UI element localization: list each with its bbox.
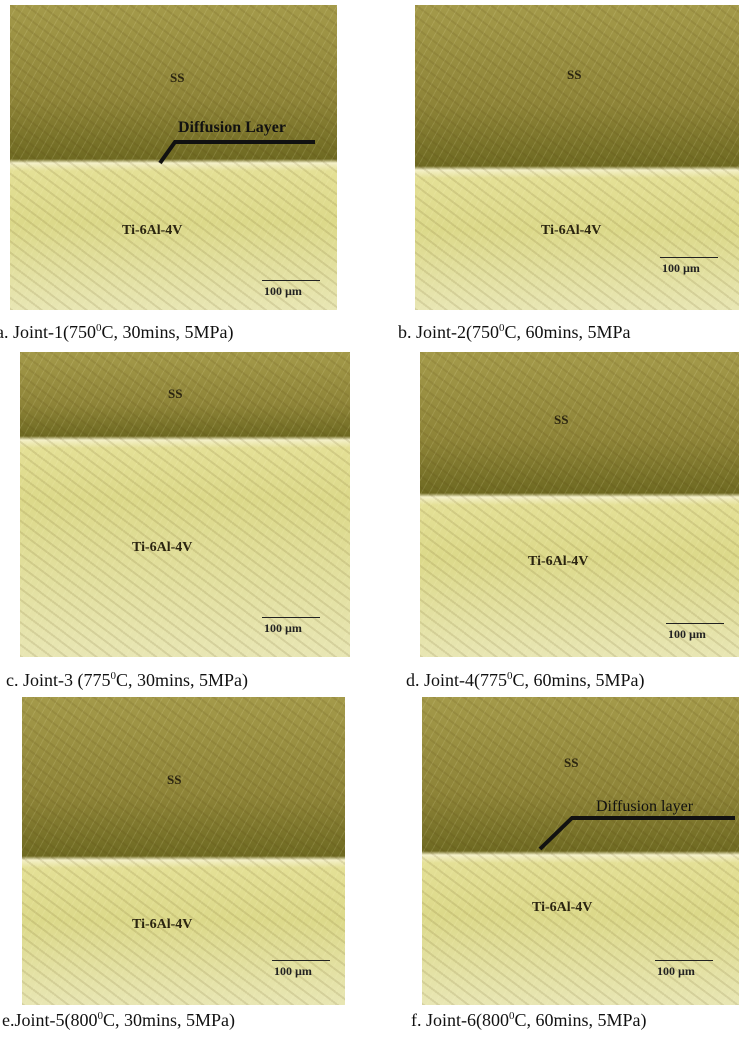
- scale-label: 100 µm: [274, 964, 312, 979]
- caption-text: C, 60mins, 5MPa): [513, 670, 645, 690]
- scale-label: 100 µm: [668, 627, 706, 642]
- arrow: [10, 5, 337, 310]
- micrograph: SS Ti-6Al-4V 100 µm: [20, 352, 350, 657]
- arrow: [422, 697, 739, 1005]
- ss-label: SS: [567, 67, 581, 83]
- caption-text: e.Joint-5(800: [2, 1010, 97, 1030]
- ti-label: Ti-6Al-4V: [132, 917, 192, 933]
- caption: e.Joint-5(8000C, 30mins, 5MPa): [2, 1010, 235, 1031]
- scale-line: [660, 257, 718, 258]
- caption: d. Joint-4(7750C, 60mins, 5MPa): [406, 670, 645, 691]
- figure: SSTi-6Al-4V100 µmDiffusion Layer a. Joint…: [0, 0, 739, 1041]
- caption-text: c. Joint-3 (775: [6, 670, 110, 690]
- caption-text: C, 60mins, 5MPa): [515, 1010, 647, 1030]
- scale-line: [262, 617, 320, 618]
- scale-line: [666, 623, 724, 624]
- scale-label: 100 µm: [662, 261, 700, 276]
- caption-text: f. Joint-6(800: [411, 1010, 509, 1030]
- ti-label: Ti-6Al-4V: [528, 554, 588, 570]
- caption: f. Joint-6(8000C, 60mins, 5MPa): [411, 1010, 647, 1031]
- caption: b. Joint-2(7500C, 60mins, 5MPa: [398, 322, 631, 343]
- ti-label: Ti-6Al-4V: [541, 223, 601, 239]
- ss-label: SS: [168, 386, 182, 402]
- caption-text: b. Joint-2(750: [398, 322, 499, 342]
- micrograph: SS Ti-6Al-4V 100 µm: [415, 5, 739, 310]
- caption-text: a. Joint-1(750: [0, 322, 96, 342]
- caption-text: d. Joint-4(775: [406, 670, 507, 690]
- ti-label: Ti-6Al-4V: [132, 540, 192, 556]
- scale-line: [272, 960, 330, 961]
- ss-label: SS: [554, 412, 568, 428]
- caption: a. Joint-1(7500C, 30mins, 5MPa): [0, 322, 234, 343]
- micrograph: SS Ti-6Al-4V 100 µm: [420, 352, 739, 657]
- micrograph: SS Ti-6Al-4V 100 µm: [22, 697, 345, 1005]
- ss-label: SS: [167, 772, 181, 788]
- caption-text: C, 30mins, 5MPa): [103, 1010, 235, 1030]
- caption-text: C, 30mins, 5MPa): [101, 322, 233, 342]
- caption-text: C, 60mins, 5MPa: [505, 322, 631, 342]
- scale-label: 100 µm: [264, 621, 302, 636]
- caption: c. Joint-3 (7750C, 30mins, 5MPa): [6, 670, 248, 691]
- caption-text: C, 30mins, 5MPa): [116, 670, 248, 690]
